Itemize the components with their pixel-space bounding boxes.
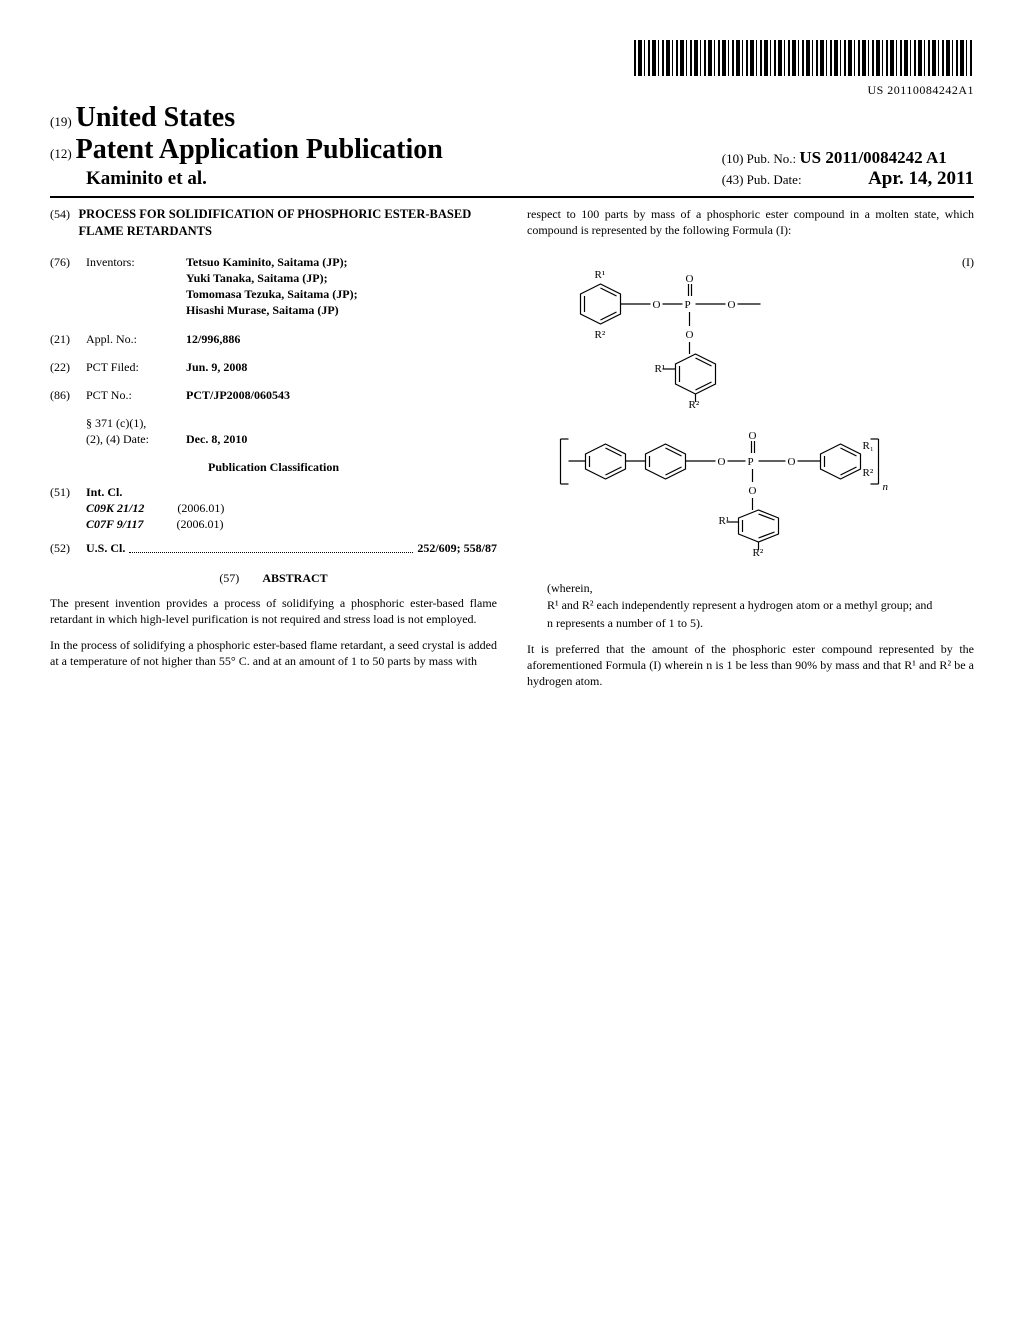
sect371-label2: (2), (4) Date: [86, 431, 186, 447]
inventor-name: Tomomasa Tezuka, Saitama (JP); [186, 286, 497, 302]
title-text: PROCESS FOR SOLIDIFICATION OF PHOSPHORIC… [78, 206, 497, 240]
svg-text:P: P [748, 456, 754, 468]
header-right: (10) Pub. No.: US 2011/0084242 A1 (43) P… [722, 148, 974, 190]
title-num: (54) [50, 206, 78, 240]
abstract-label: ABSTRACT [262, 571, 327, 585]
wherein-block: (wherein, R¹ and R² each independently r… [547, 580, 974, 631]
intcl-row: (51) Int. Cl. [50, 484, 497, 500]
pubdate: Apr. 14, 2011 [868, 168, 974, 189]
header-pub-type: Patent Application Publication [76, 134, 443, 165]
abstract-p1: The present invention provides a process… [50, 595, 497, 627]
intcl-code-row: C07F 9/117 (2006.01) [86, 516, 497, 532]
inventors-label: Inventors: [86, 254, 186, 319]
intcl-year: (2006.01) [177, 501, 224, 515]
svg-text:O: O [728, 299, 736, 311]
sect371-label1: § 371 (c)(1), [86, 415, 146, 431]
header-authors: Kaminito et al. [86, 168, 443, 190]
intcl-year: (2006.01) [176, 517, 223, 531]
pctfiled-value: Jun. 9, 2008 [186, 359, 497, 375]
svg-text:O: O [749, 485, 757, 497]
intcl-num: (51) [50, 484, 86, 500]
pctno-num: (86) [50, 387, 86, 403]
svg-text:R²: R² [595, 329, 606, 341]
header-19-prefix: (19) [50, 114, 72, 129]
inventors-row: (76) Inventors: Tetsuo Kaminito, Saitama… [50, 254, 497, 319]
uscl-row: (52) U.S. Cl. 252/609; 558/87 [50, 540, 497, 556]
intcl-code: C09K 21/12 [86, 501, 144, 515]
pubno: US 2011/0084242 A1 [799, 148, 946, 167]
svg-text:O: O [788, 456, 796, 468]
pctno-value: PCT/JP2008/060543 [186, 387, 497, 403]
applno-value: 12/996,886 [186, 331, 497, 347]
svg-text:O: O [749, 430, 757, 442]
document-header: (19) United States (12) Patent Applicati… [50, 102, 974, 198]
sect371-row1: § 371 (c)(1), [50, 415, 497, 431]
wherein-line-2: n represents a number of 1 to 5). [561, 615, 974, 631]
header-43-prefix: (43) [722, 172, 744, 187]
applno-num: (21) [50, 331, 86, 347]
pctno-label: PCT No.: [86, 387, 186, 403]
pubdate-label: Pub. Date: [747, 172, 802, 187]
chemical-formula: (I) R¹ R² O P O [527, 254, 974, 564]
formula-label: (I) [962, 254, 974, 270]
pubno-label: Pub. No.: [747, 151, 796, 166]
sect371-row2: (2), (4) Date: Dec. 8, 2010 [50, 431, 497, 447]
header-12-prefix: (12) [50, 146, 72, 161]
intcl-code: C07F 9/117 [86, 517, 143, 531]
svg-text:R¹: R¹ [595, 269, 606, 281]
header-10-prefix: (10) [722, 151, 744, 166]
inventor-name: Tetsuo Kaminito, Saitama (JP); [186, 254, 497, 270]
pctfiled-num: (22) [50, 359, 86, 375]
left-column: (54) PROCESS FOR SOLIDIFICATION OF PHOSP… [50, 206, 497, 700]
abstract-header: (57) ABSTRACT [50, 570, 497, 586]
formula-svg: R¹ R² O P O O O [527, 254, 974, 564]
svg-text:O: O [653, 299, 661, 311]
uscl-num: (52) [50, 540, 86, 556]
right-column: respect to 100 parts by mass of a phosph… [527, 206, 974, 700]
inventor-name: Hisashi Murase, Saitama (JP) [186, 302, 497, 318]
abstract-p3: It is preferred that the amount of the p… [527, 641, 974, 690]
pctfiled-label: PCT Filed: [86, 359, 186, 375]
body-columns: (54) PROCESS FOR SOLIDIFICATION OF PHOSP… [50, 206, 974, 700]
barcode-number: US 20110084242A1 [50, 83, 974, 98]
applno-row: (21) Appl. No.: 12/996,886 [50, 331, 497, 347]
uscl-dots [129, 540, 413, 553]
svg-text:R²: R² [689, 399, 700, 411]
svg-text:P: P [685, 299, 691, 311]
wherein-line-1: R¹ and R² each independently represent a… [561, 597, 974, 613]
inventors-names: Tetsuo Kaminito, Saitama (JP); Yuki Tana… [186, 254, 497, 319]
svg-text:O: O [686, 329, 694, 341]
inventor-name: Yuki Tanaka, Saitama (JP); [186, 270, 497, 286]
abstract-p2-cont: respect to 100 parts by mass of a phosph… [527, 206, 974, 238]
wherein-intro: (wherein, [547, 580, 974, 596]
inventors-num: (76) [50, 254, 86, 319]
svg-text:O: O [718, 456, 726, 468]
svg-text:n: n [883, 481, 889, 493]
uscl-codes: 252/609; 558/87 [417, 540, 497, 556]
pubclass-header: Publication Classification [50, 459, 497, 475]
abstract-num: (57) [219, 571, 239, 585]
svg-text:O: O [686, 273, 694, 285]
abstract-p2: In the process of solidifying a phosphor… [50, 637, 497, 669]
svg-text:R²: R² [863, 467, 874, 479]
header-left: (19) United States (12) Patent Applicati… [50, 102, 443, 190]
intcl-label: Int. Cl. [86, 484, 122, 500]
pctfiled-row: (22) PCT Filed: Jun. 9, 2008 [50, 359, 497, 375]
barcode-area: US 20110084242A1 [50, 40, 974, 98]
title-section: (54) PROCESS FOR SOLIDIFICATION OF PHOSP… [50, 206, 497, 240]
intcl-code-row: C09K 21/12 (2006.01) [86, 500, 497, 516]
header-country: United States [76, 102, 235, 133]
applno-label: Appl. No.: [86, 331, 186, 347]
barcode-graphic [634, 40, 974, 76]
pctno-row: (86) PCT No.: PCT/JP2008/060543 [50, 387, 497, 403]
uscl-label: U.S. Cl. [86, 540, 125, 556]
svg-text:R₁: R₁ [863, 440, 874, 452]
sect371-value: Dec. 8, 2010 [186, 431, 497, 447]
svg-text:R¹: R¹ [719, 515, 730, 527]
